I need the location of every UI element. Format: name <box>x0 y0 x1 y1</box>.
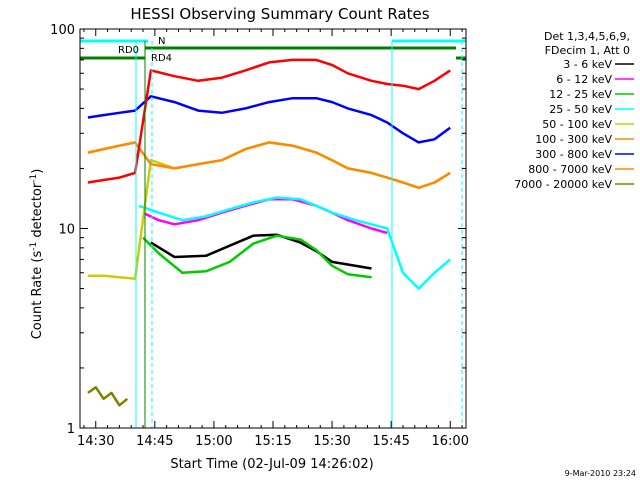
series-line-8 <box>87 386 129 407</box>
legend-item-label: 25 - 50 keV <box>549 103 612 116</box>
x-tick-label: 14:45 <box>136 434 173 449</box>
x-tick-label: 15:30 <box>313 434 350 449</box>
axes: 14:30 14:45 15:00 15:15 15:30 15:45 16:00 1 10 10… <box>50 23 469 449</box>
legend-header: Det 1,3,4,5,6,9, <box>544 30 630 43</box>
legend-item-label: 100 - 300 keV <box>535 133 612 146</box>
legend-item-label: 7000 - 20000 keV <box>514 178 612 191</box>
legend-item-label: 6 - 12 keV <box>556 73 612 86</box>
series-line-6 <box>87 95 451 144</box>
legend: Det 1,3,4,5,6,9,FDecim 1, Att 03 - 6 keV… <box>514 30 634 191</box>
x-tick-label: 16:00 <box>432 434 469 449</box>
x-axis-label: Start Time (02-Jul-09 14:26:02) <box>170 457 373 472</box>
series-line-5 <box>87 141 451 190</box>
series-line-3 <box>138 196 452 290</box>
y-tick-label: 1 <box>67 422 75 437</box>
series-line-7 <box>87 141 136 154</box>
legend-item-label: 3 - 6 keV <box>563 58 612 71</box>
annotation-label-rd4: RD4 <box>151 53 172 64</box>
x-tick-label: 15:15 <box>254 434 291 449</box>
legend-item-label: 12 - 25 keV <box>549 88 612 101</box>
x-tick-label: 15:45 <box>372 434 409 449</box>
series-line-2 <box>142 234 372 279</box>
legend-item-label: 50 - 100 keV <box>542 118 612 131</box>
annotation-label-n: N <box>158 36 165 47</box>
y-tick-label: 10 <box>58 223 75 238</box>
series-line-9 <box>87 58 451 184</box>
legend-item-label: 800 - 7000 keV <box>528 163 612 176</box>
x-tick-label: 14:30 <box>77 434 114 449</box>
chart-title: HESSI Observing Summary Count Rates <box>130 5 429 23</box>
y-tick-label: 100 <box>50 23 75 38</box>
legend-item-label: 300 - 800 keV <box>535 148 612 161</box>
plot-area: RD0 N RD4 <box>80 36 466 428</box>
x-tick-label: 15:00 <box>195 434 232 449</box>
legend-header: FDecim 1, Att 0 <box>545 44 630 57</box>
annotation-label-rd0: RD0 <box>118 45 139 56</box>
footer-timestamp: 9-Mar-2010 23:24 <box>565 469 636 478</box>
y-axis-label: Count Rate (s-1 detector-1) <box>29 169 45 340</box>
